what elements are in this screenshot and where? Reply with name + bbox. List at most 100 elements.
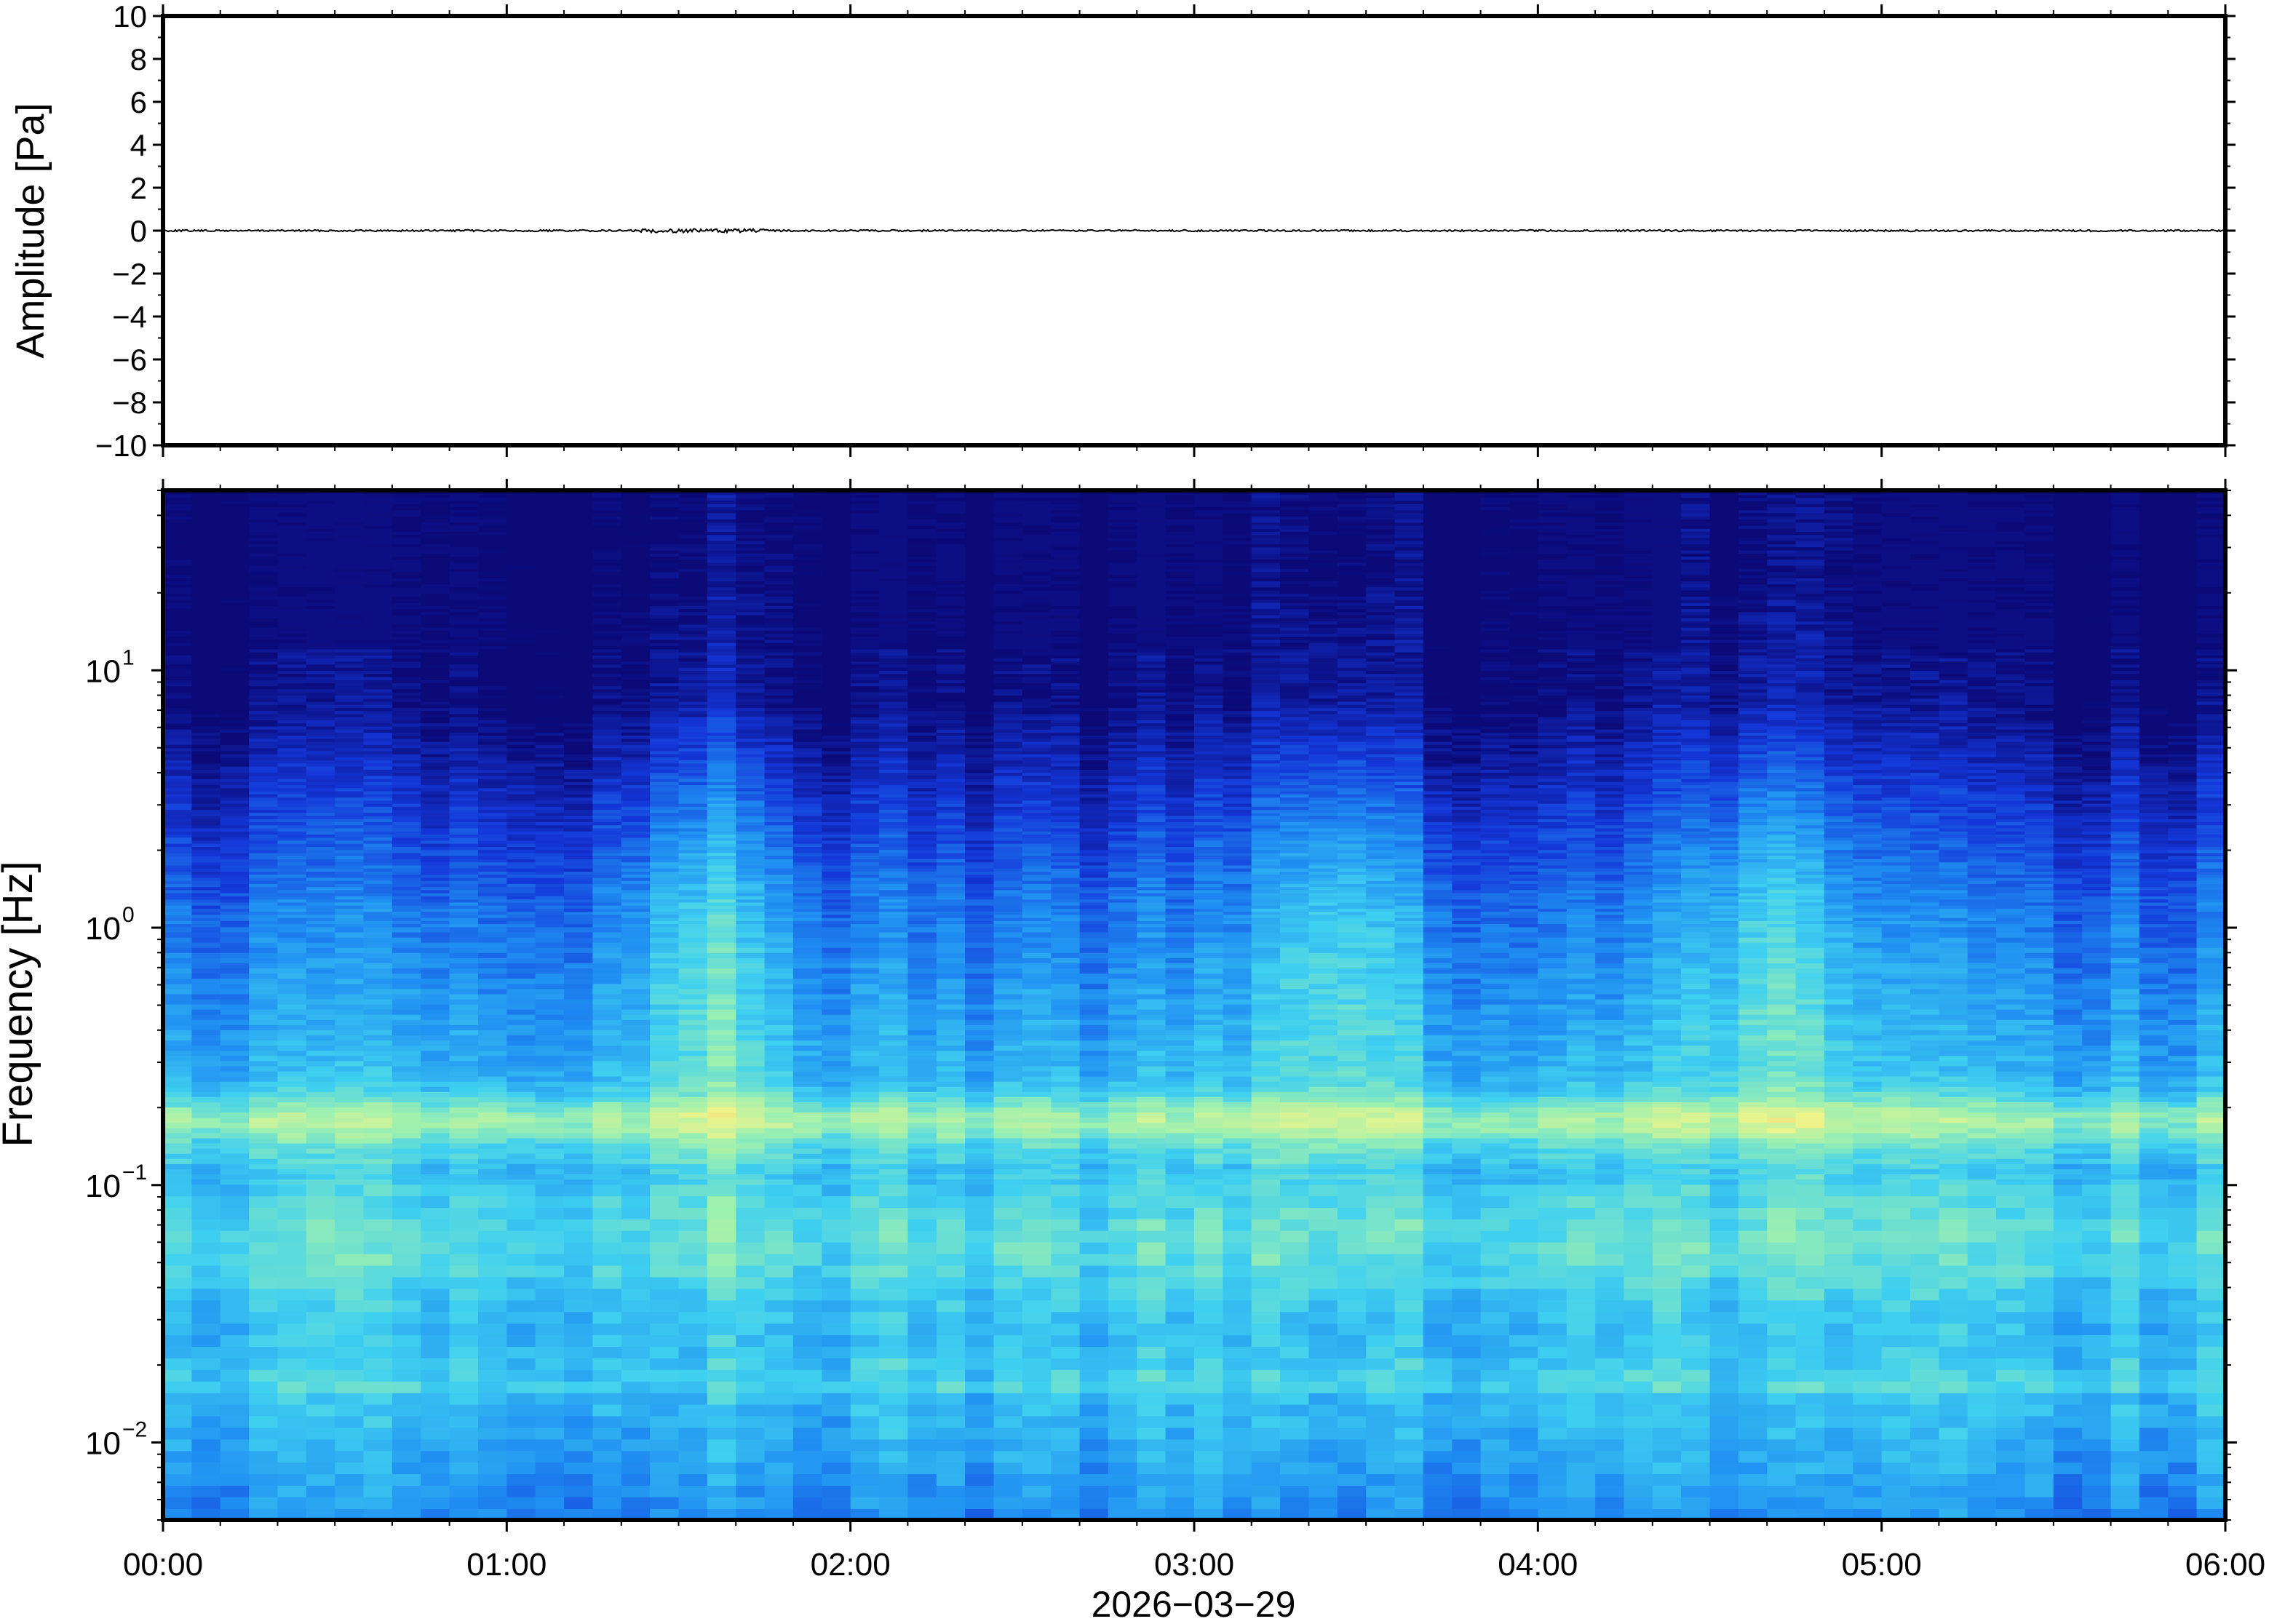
spectrogram-cell	[277, 1030, 307, 1035]
spectrogram-cell	[277, 908, 307, 912]
spectrogram-cell	[478, 605, 508, 610]
spectrogram-cell	[564, 886, 594, 891]
spectrogram-cell	[335, 883, 365, 888]
spectrogram-cell	[363, 1174, 393, 1180]
spectrogram-cell	[678, 546, 708, 551]
spectrogram-cell	[449, 589, 479, 594]
spectrogram-cell	[564, 506, 594, 511]
spectrogram-cell	[392, 661, 422, 665]
spectrogram-cell	[163, 1265, 193, 1278]
spectrogram-cell	[421, 1153, 450, 1159]
spectrogram-cell	[707, 760, 737, 764]
spectrogram-cell	[449, 1107, 479, 1113]
spectrogram-cell	[478, 1462, 508, 1475]
spectrogram-cell	[363, 633, 393, 637]
spectrogram-cell	[621, 1230, 651, 1243]
spectrogram-cell	[678, 642, 708, 647]
spectrogram-cell	[249, 528, 279, 532]
spectrogram-cell	[592, 1392, 622, 1405]
spectrogram-cell	[764, 602, 794, 606]
spectrogram-cell	[191, 1122, 221, 1129]
spectrogram-cell	[650, 723, 680, 727]
spectrogram-cell	[478, 908, 508, 912]
spectrogram-cell	[220, 744, 250, 749]
spectrogram-cell	[736, 1381, 766, 1393]
spectrogram-cell	[277, 765, 307, 770]
spectrogram-cell	[220, 503, 250, 507]
spectrogram-cell	[421, 778, 450, 782]
spectrogram-cell	[592, 947, 622, 953]
spectrogram-cell	[363, 800, 393, 804]
spectrogram-cell	[421, 571, 450, 576]
spectrogram-cell	[449, 856, 479, 859]
spectrogram-cell	[564, 896, 594, 900]
spectrogram-cell	[535, 861, 565, 866]
spectrogram-cell	[249, 874, 279, 878]
spectrogram-cell	[392, 923, 422, 928]
spectrogram-cell	[421, 725, 450, 730]
spectrogram-cell	[650, 871, 680, 875]
spectrogram-cell	[363, 1003, 393, 1010]
spectrogram-cell	[249, 868, 279, 872]
spectrogram-cell	[478, 892, 508, 896]
spectrogram-cell	[478, 1158, 508, 1164]
spectrogram-cell	[592, 819, 622, 822]
spectrogram-cell	[707, 1381, 737, 1393]
spectrogram-cell	[249, 562, 279, 566]
spectrogram-cell	[621, 512, 651, 517]
spectrogram-cell	[736, 926, 766, 933]
spectrogram-cell	[363, 908, 393, 912]
spectrogram-cell	[249, 611, 279, 616]
spectrogram-cell	[220, 815, 250, 819]
spectrogram-cell	[249, 1163, 279, 1169]
spectrogram-cell	[392, 1070, 422, 1077]
spectrogram-cell	[678, 1050, 708, 1056]
spectrogram-cell	[592, 519, 622, 523]
spectrogram-cell	[392, 1147, 422, 1154]
spectrogram-cell	[621, 1485, 651, 1497]
spectrogram-cell	[335, 1253, 365, 1266]
spectrogram-cell	[249, 1415, 279, 1428]
spectrogram-cell	[306, 908, 335, 912]
spectrogram-cell	[621, 1299, 651, 1313]
spectrogram-cell	[707, 859, 737, 863]
spectrogram-cell	[678, 812, 708, 816]
spectrogram-cell	[220, 874, 250, 878]
spectrogram-cell	[277, 1019, 307, 1025]
spectrogram-cell	[277, 1184, 307, 1197]
spectrogram-cell	[421, 611, 450, 616]
spectrogram-cell	[535, 815, 565, 819]
spectrogram-cell	[249, 636, 279, 640]
spectrogram-cell	[191, 852, 221, 856]
spectrogram-cell	[335, 1230, 365, 1243]
spectrogram-cell	[678, 568, 708, 573]
spectrogram-cell	[220, 899, 250, 903]
spectrogram-cell	[621, 747, 651, 752]
spectrogram-cell	[249, 1253, 279, 1266]
spectrogram-cell	[564, 998, 594, 1005]
spectrogram-cell	[707, 1003, 737, 1010]
spectrogram-cell	[535, 973, 565, 979]
spectrogram-cell	[678, 664, 708, 668]
spectrogram-cell	[650, 642, 680, 647]
spectrogram-cell	[449, 534, 479, 538]
spectrogram-cell	[736, 1438, 766, 1452]
spectrogram-cell	[363, 608, 393, 613]
spectrogram-cell	[621, 581, 651, 585]
spectrogram-cell	[764, 732, 794, 736]
spectrogram-cell	[335, 611, 365, 616]
spectrogram-cell	[392, 546, 422, 551]
spectrogram-cell	[220, 1102, 250, 1108]
spectrogram-cell	[306, 537, 335, 541]
spectrogram-cell	[363, 599, 393, 603]
spectrogram-cell	[506, 553, 536, 557]
spectrogram-cell	[335, 892, 365, 896]
spectrogram-cell	[564, 1497, 594, 1509]
spectrogram-cell	[707, 1230, 737, 1243]
spectrogram-cell	[449, 571, 479, 576]
spectrogram-cell	[335, 549, 365, 554]
spectrogram-cell	[363, 1137, 393, 1144]
spectrogram-cell	[163, 781, 193, 786]
spectrogram-cell	[392, 537, 422, 541]
spectrogram-cell	[249, 1153, 279, 1159]
